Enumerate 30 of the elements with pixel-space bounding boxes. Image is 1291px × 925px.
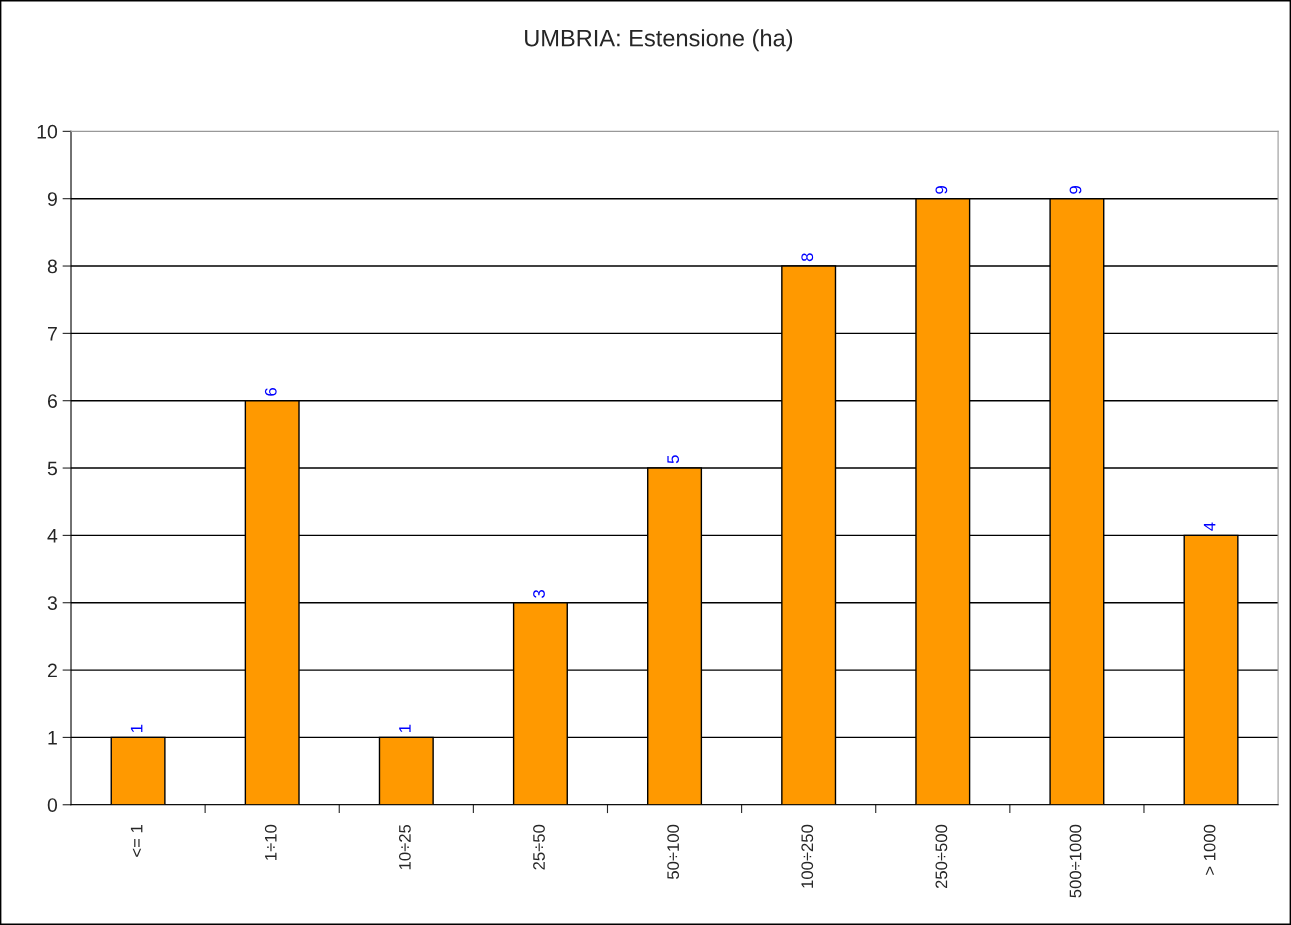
data-label: 6 <box>264 388 277 396</box>
x-tick-label: 500÷1000 <box>1069 824 1082 898</box>
data-label: 9 <box>935 186 948 194</box>
x-tick-label: <= 1 <box>130 825 143 857</box>
x-tick-label: > 1000 <box>1203 824 1216 875</box>
y-tick-label: 0 <box>47 798 58 812</box>
data-label: 4 <box>1203 522 1216 531</box>
y-tick-label: 5 <box>47 461 57 476</box>
chart-title: UMBRIA: Estensione (ha) <box>525 29 793 52</box>
x-tick-label: 100÷250 <box>801 824 814 888</box>
y-tick-label: 3 <box>47 596 57 610</box>
y-tick-label: 6 <box>47 394 57 408</box>
y-tick-label: 8 <box>47 259 57 274</box>
x-tick-label: 250÷500 <box>935 824 948 889</box>
x-tick-label: 1÷10 <box>264 824 277 860</box>
data-label: 3 <box>533 590 545 598</box>
y-tick-label: 1 <box>48 731 57 745</box>
data-label: 1 <box>399 724 411 732</box>
x-tick-label: 10÷25 <box>398 824 411 870</box>
data-label: 8 <box>801 253 814 262</box>
x-tick-label: 25÷50 <box>533 824 545 870</box>
y-tick-label: 10 <box>37 124 58 139</box>
data-label: 9 <box>1069 186 1082 194</box>
y-tick-label: 7 <box>47 327 57 341</box>
y-tick-label: 4 <box>47 529 58 543</box>
data-label: 1 <box>130 724 143 732</box>
y-tick-label: 9 <box>47 192 57 206</box>
x-tick-label: 50÷100 <box>667 824 680 880</box>
y-tick-label: 2 <box>47 663 57 678</box>
data-label: 5 <box>667 455 680 464</box>
